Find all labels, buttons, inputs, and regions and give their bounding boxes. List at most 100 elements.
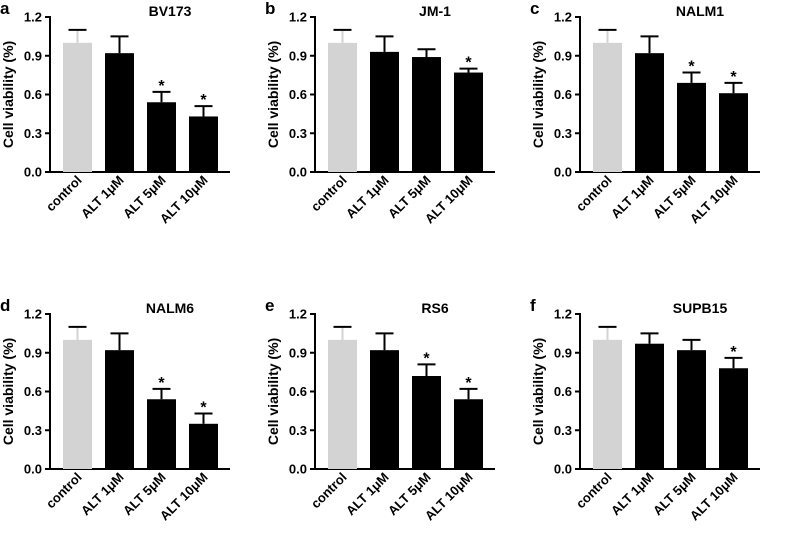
y-tick-label: 0.0 bbox=[24, 462, 42, 477]
bar-treatment bbox=[719, 93, 748, 172]
y-tick-label: 0.6 bbox=[554, 384, 572, 399]
panel-letter: a bbox=[0, 0, 10, 18]
y-tick-label: 0.6 bbox=[24, 384, 42, 399]
bar-treatment bbox=[189, 116, 218, 172]
x-tick-label: ALT 1μM bbox=[78, 173, 127, 222]
x-tick-label: control bbox=[43, 470, 85, 512]
significance-marker: * bbox=[200, 399, 207, 416]
y-tick-label: 0.3 bbox=[554, 126, 572, 141]
bar-treatment bbox=[454, 399, 483, 469]
y-tick-label: 1.2 bbox=[554, 307, 572, 322]
significance-marker: * bbox=[730, 344, 737, 361]
y-tick-label: 0.9 bbox=[24, 48, 42, 63]
bar-treatment bbox=[719, 368, 748, 469]
x-tick-label: ALT 1μM bbox=[608, 470, 657, 519]
bar-treatment bbox=[370, 350, 399, 469]
bar-control bbox=[328, 339, 357, 469]
chart-title: NALM1 bbox=[676, 3, 724, 19]
x-tick-label: control bbox=[43, 173, 85, 215]
y-tick-label: 1.2 bbox=[289, 307, 307, 322]
bar-treatment bbox=[370, 51, 399, 172]
bar-control bbox=[63, 42, 92, 173]
y-tick-label: 0.6 bbox=[24, 87, 42, 102]
significance-marker: * bbox=[730, 69, 737, 86]
y-tick-label: 0.0 bbox=[554, 462, 572, 477]
x-tick-label: ALT 1μM bbox=[608, 173, 657, 222]
chart-panel-a: a BV173 Cell viability (%) 0.0 0.3 0.6 0.9 1.2 c… bbox=[0, 0, 230, 226]
y-tick-label: 0.3 bbox=[289, 126, 307, 141]
x-tick-label: control bbox=[308, 470, 350, 512]
chart-title: SUPB15 bbox=[673, 300, 728, 316]
bar-treatment bbox=[147, 102, 176, 172]
y-tick-label: 1.2 bbox=[24, 307, 42, 322]
y-tick-label: 0.9 bbox=[24, 345, 42, 360]
panel-letter: d bbox=[0, 296, 10, 315]
y-tick-label: 1.2 bbox=[24, 10, 42, 25]
panel-letter: c bbox=[530, 0, 539, 18]
y-tick-label: 0.3 bbox=[24, 126, 42, 141]
y-axis-label: Cell viability (%) bbox=[530, 338, 546, 445]
bar-treatment bbox=[147, 399, 176, 469]
significance-marker: * bbox=[465, 55, 472, 72]
y-tick-label: 1.2 bbox=[289, 10, 307, 25]
significance-marker: * bbox=[200, 92, 207, 109]
y-tick-label: 0.9 bbox=[554, 345, 572, 360]
y-tick-label: 0.0 bbox=[289, 165, 307, 180]
panel-letter: b bbox=[265, 0, 275, 18]
significance-marker: * bbox=[158, 78, 165, 95]
bar-treatment bbox=[105, 53, 134, 172]
x-tick-label: ALT 1μM bbox=[343, 173, 392, 222]
y-axis-label: Cell viability (%) bbox=[265, 338, 281, 445]
bar-treatment bbox=[677, 350, 706, 469]
chart-panel-c: c NALM1 Cell viability (%) 0.0 0.3 0.6 0.9 1.2 c… bbox=[530, 0, 760, 226]
y-axis-label: Cell viability (%) bbox=[265, 41, 281, 148]
y-tick-label: 0.0 bbox=[554, 165, 572, 180]
chart-title: NALM6 bbox=[146, 300, 194, 316]
chart-panel-d: d NALM6 Cell viability (%) 0.0 0.3 0.6 0.9 1.2 c… bbox=[0, 296, 230, 523]
bar-control bbox=[63, 339, 92, 469]
significance-marker: * bbox=[158, 375, 165, 392]
bar-treatment bbox=[635, 53, 664, 172]
chart-panel-b: b JM-1 Cell viability (%) 0.0 0.3 0.6 0.9 1.2 co… bbox=[265, 0, 495, 226]
bar-treatment bbox=[412, 376, 441, 469]
bar-treatment bbox=[677, 82, 706, 172]
panel-letter: e bbox=[265, 296, 274, 315]
y-tick-label: 0.6 bbox=[289, 87, 307, 102]
y-axis-label: Cell viability (%) bbox=[0, 41, 16, 148]
x-tick-label: control bbox=[573, 470, 615, 512]
y-tick-label: 0.6 bbox=[289, 384, 307, 399]
bar-treatment bbox=[454, 72, 483, 172]
y-tick-label: 0.9 bbox=[289, 345, 307, 360]
bar-treatment bbox=[189, 423, 218, 469]
chart-panel-f: f SUPB15 Cell viability (%) 0.0 0.3 0.6 0.9 1.2… bbox=[530, 296, 760, 523]
chart-title: BV173 bbox=[149, 3, 192, 19]
y-tick-label: 0.3 bbox=[24, 423, 42, 438]
y-tick-label: 0.9 bbox=[289, 48, 307, 63]
x-tick-label: control bbox=[308, 173, 350, 215]
y-axis-label: Cell viability (%) bbox=[530, 41, 546, 148]
y-tick-label: 0.9 bbox=[554, 48, 572, 63]
x-tick-label: ALT 1μM bbox=[78, 470, 127, 519]
significance-marker: * bbox=[465, 375, 472, 392]
significance-marker: * bbox=[688, 59, 695, 76]
bar-treatment bbox=[635, 343, 664, 469]
y-tick-label: 0.0 bbox=[24, 165, 42, 180]
y-axis-label: Cell viability (%) bbox=[0, 338, 16, 445]
y-tick-label: 0.3 bbox=[554, 423, 572, 438]
y-tick-label: 0.0 bbox=[289, 462, 307, 477]
chart-title: JM-1 bbox=[419, 3, 451, 19]
bar-control bbox=[593, 339, 622, 469]
bar-treatment bbox=[105, 350, 134, 469]
y-tick-label: 1.2 bbox=[554, 10, 572, 25]
x-tick-label: ALT 1μM bbox=[343, 470, 392, 519]
bar-treatment bbox=[412, 57, 441, 172]
chart-panel-e: e RS6 Cell viability (%) 0.0 0.3 0.6 0.9 1.2 con… bbox=[265, 296, 495, 523]
bar-control bbox=[593, 42, 622, 173]
y-tick-label: 0.6 bbox=[554, 87, 572, 102]
significance-marker: * bbox=[423, 350, 430, 367]
bar-control bbox=[328, 42, 357, 173]
panel-letter: f bbox=[530, 296, 536, 315]
y-tick-label: 0.3 bbox=[289, 423, 307, 438]
chart-title: RS6 bbox=[421, 300, 448, 316]
